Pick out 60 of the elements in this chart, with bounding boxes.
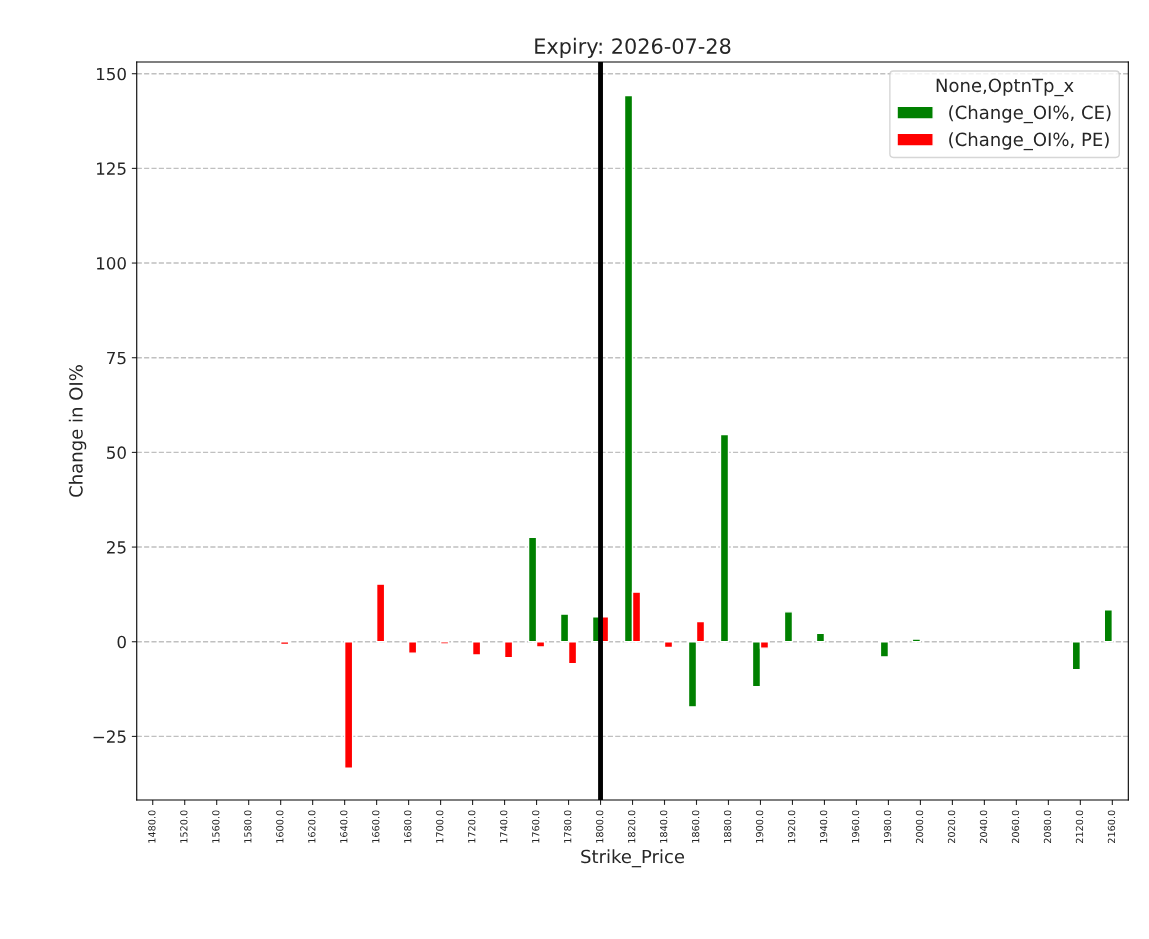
x-tick-label: 2080.0	[1043, 810, 1052, 844]
bar	[1103, 609, 1114, 643]
bar	[879, 641, 890, 658]
x-tick-label: 1600.0	[276, 810, 284, 843]
x-tick-label: 1960.0	[851, 810, 860, 843]
x-tick-label: 1820.0	[627, 810, 636, 843]
y-tick-label: 150	[97, 67, 126, 81]
x-tick-label: 1760.0	[532, 810, 540, 843]
x-tick-label: 1720.0	[468, 810, 476, 843]
x-tick-label: 1560.0	[212, 810, 220, 843]
bar	[663, 641, 674, 649]
x-axis-title: Strike_Price	[581, 849, 685, 868]
bar	[439, 641, 450, 645]
bar	[471, 641, 482, 656]
x-tick-label: 1880.0	[723, 810, 732, 843]
x-tick-label: 1840.0	[659, 810, 668, 843]
x-tick-label: 2160.0	[1107, 810, 1116, 844]
y-tick-label: 100	[97, 257, 126, 270]
bar	[503, 641, 514, 659]
bar	[407, 641, 418, 654]
bar	[719, 433, 730, 643]
x-tick-label: 1940.0	[819, 810, 828, 843]
y-axis-title: Change in OI%	[68, 365, 87, 497]
y-tick-label: 75	[107, 351, 126, 365]
x-tick-label: 2000.0	[915, 810, 924, 844]
x-tick-label: 2040.0	[979, 810, 988, 844]
x-tick-label: 1480.0	[148, 810, 156, 843]
x-tick-label: 2120.0	[1075, 810, 1084, 844]
x-tick-label: 1780.0	[564, 810, 572, 843]
x-tick-label: 1640.0	[340, 810, 348, 843]
bar	[815, 632, 826, 643]
bar	[783, 611, 794, 643]
y-tick-label: 125	[97, 162, 126, 175]
bar	[1071, 641, 1082, 671]
bar	[375, 583, 386, 643]
bar	[279, 641, 290, 646]
x-tick-label: 1900.0	[755, 810, 764, 843]
legend-label: (Change_OI%, PE)	[949, 132, 1109, 151]
x-tick-label: 1800.0	[596, 810, 604, 843]
x-tick-label: 1700.0	[436, 810, 444, 843]
x-tick-label: 1660.0	[372, 810, 380, 843]
legend-label: (Change_OI%, CE)	[949, 105, 1111, 124]
x-tick-label: 2020.0	[947, 810, 956, 844]
x-tick-label: 1580.0	[244, 810, 252, 843]
bar	[911, 638, 922, 643]
chart-title: Expiry: 2026-07-28	[535, 37, 731, 58]
bar	[343, 641, 354, 769]
x-tick-label: 1980.0	[883, 810, 892, 843]
x-tick-label: 1680.0	[404, 810, 412, 843]
x-tick-label: 1520.0	[180, 810, 188, 843]
x-tick-label: 1920.0	[787, 810, 796, 843]
x-tick-label: 1860.0	[691, 810, 700, 843]
x-tick-label: 2060.0	[1011, 810, 1020, 844]
y-tick-label: 25	[107, 541, 126, 554]
legend-title: None,OptnTp_x	[936, 78, 1074, 97]
x-tick-label: 1620.0	[308, 810, 316, 843]
y-tick-label: 50	[107, 446, 126, 459]
x-tick-label: 1740.0	[500, 810, 508, 843]
y-tick-label: −25	[93, 730, 126, 743]
y-tick-label: 0	[117, 635, 126, 649]
